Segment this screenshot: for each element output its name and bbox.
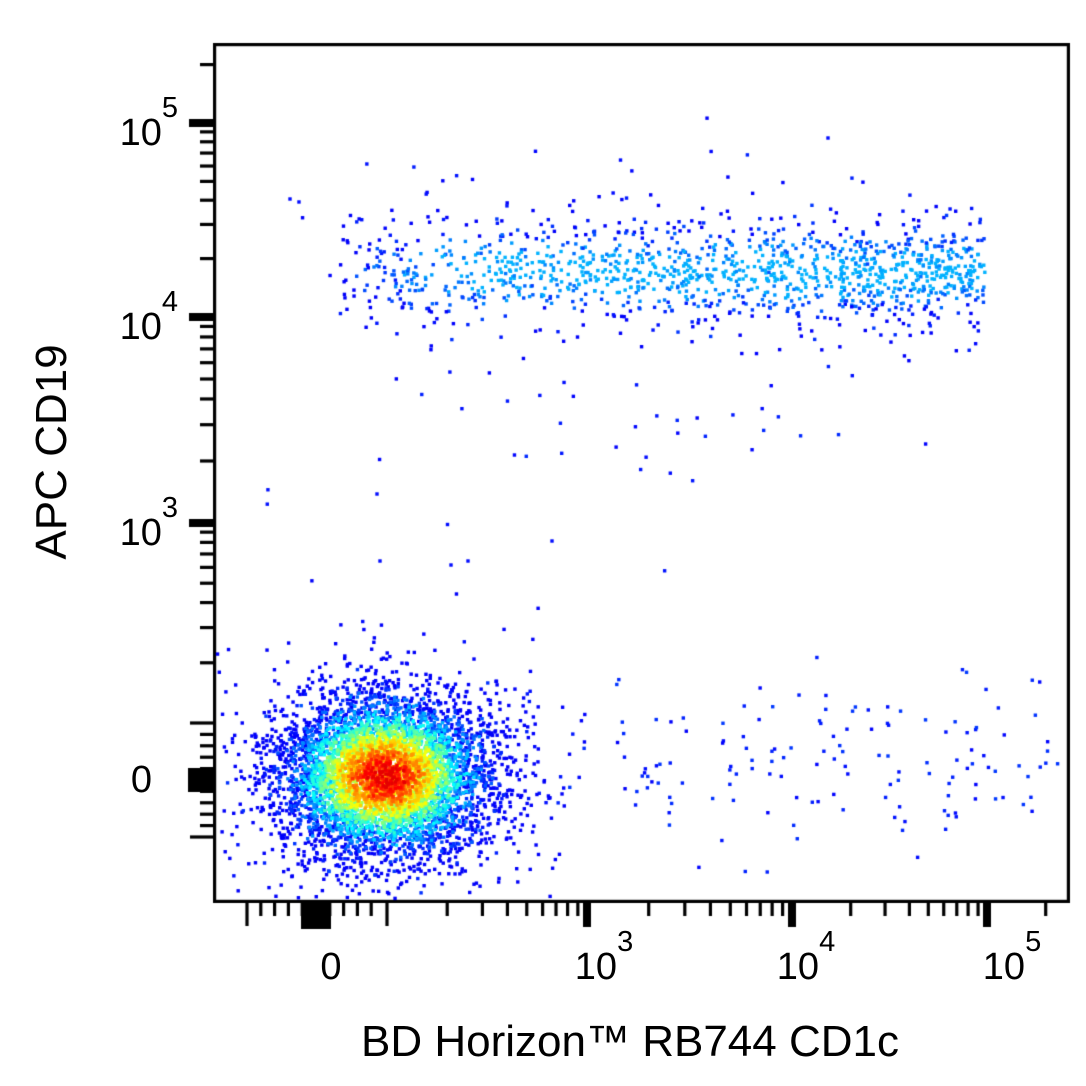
y-axis-title: APC CD19 xyxy=(27,344,76,560)
y-tick-label-1e3: 103 xyxy=(119,492,178,554)
x-tick-label-1e5: 105 xyxy=(982,926,1042,988)
y-tick-label-1e4: 104 xyxy=(119,286,178,348)
x-tick-label-1e3: 103 xyxy=(574,926,634,988)
y-tick-label-1e5: 105 xyxy=(119,92,178,154)
x-tick-label-0: 0 xyxy=(320,946,342,988)
x-tick-label-1e4: 104 xyxy=(776,926,836,988)
x-axis-title: BD Horizon™ RB744 CD1c xyxy=(361,1017,899,1066)
y-tick-label-0: 0 xyxy=(130,759,152,801)
